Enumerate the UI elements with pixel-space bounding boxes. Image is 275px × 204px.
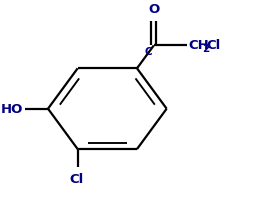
Text: O: O — [148, 3, 160, 16]
Text: Cl: Cl — [69, 173, 84, 185]
Text: Cl: Cl — [206, 39, 220, 52]
Text: CH: CH — [188, 39, 209, 52]
Text: HO: HO — [1, 103, 23, 116]
Text: C: C — [145, 47, 152, 57]
Text: 2: 2 — [202, 44, 209, 54]
